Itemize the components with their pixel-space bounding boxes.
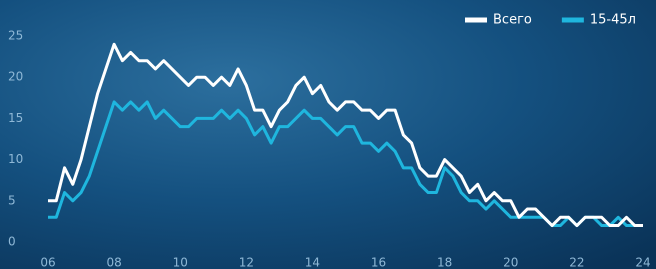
chart: Всего 15-45л 0 5 10 15 20 25 06 08 10 12 14 16 18 20 22… bbox=[0, 0, 656, 269]
y-tick-label: 0 bbox=[8, 235, 16, 249]
x-tick-label: 18 bbox=[437, 256, 452, 269]
page: {"chart_data": {"type": "line", "x": [6,… bbox=[0, 0, 656, 269]
legend-label: 15-45л bbox=[590, 13, 636, 28]
y-tick-label: 15 bbox=[8, 111, 23, 125]
y-tick-label: 10 bbox=[8, 152, 23, 166]
x-tick-label: 10 bbox=[173, 256, 188, 269]
y-tick-label: 25 bbox=[8, 29, 23, 43]
x-tick-label: 24 bbox=[635, 256, 650, 269]
legend-label: Всего bbox=[493, 13, 532, 28]
x-tick-label: 16 bbox=[371, 256, 386, 269]
x-tick-label: 06 bbox=[40, 256, 55, 269]
x-tick-label: 22 bbox=[569, 256, 584, 269]
x-tick-label: 08 bbox=[106, 256, 121, 269]
x-tick-label: 12 bbox=[239, 256, 254, 269]
x-tick-label: 20 bbox=[503, 256, 518, 269]
background bbox=[0, 0, 656, 269]
y-tick-label: 5 bbox=[8, 193, 16, 207]
x-tick-label: 14 bbox=[305, 256, 320, 269]
y-tick-label: 20 bbox=[8, 70, 23, 84]
